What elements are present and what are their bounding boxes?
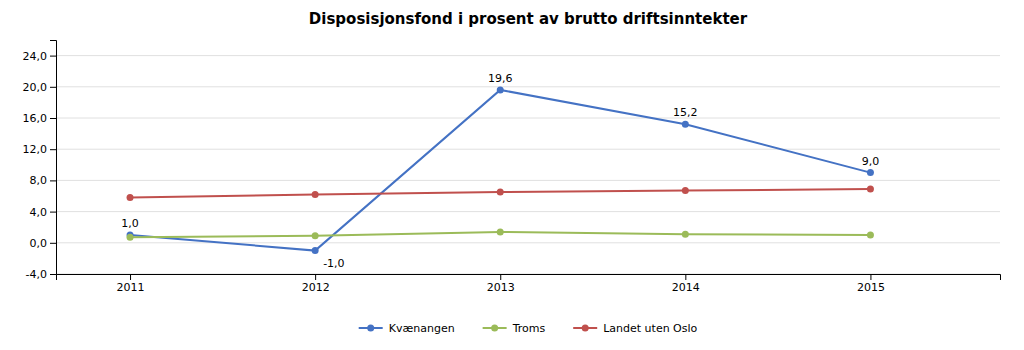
tick-label: 8,0 <box>30 174 48 187</box>
point <box>497 228 504 235</box>
legend-marker <box>491 325 498 332</box>
grid-line <box>56 242 1000 243</box>
tick: 4,0 <box>30 206 57 219</box>
tick: -4,0 <box>26 268 56 281</box>
tick-mark <box>50 212 56 213</box>
series-group <box>127 86 874 254</box>
tick: 2013 <box>487 274 515 294</box>
grid <box>56 56 1000 274</box>
plot-area: 2011 2012 2013 2014 2015 -4,0 0,0 4,0 8,0 12,0 16,… <box>23 41 1001 294</box>
grid-line <box>56 211 1000 212</box>
grid-line <box>56 118 1000 119</box>
tick-label: 2014 <box>672 281 700 294</box>
tick: 20,0 <box>23 81 57 94</box>
tick-label: 16,0 <box>23 112 48 125</box>
point <box>497 86 504 93</box>
tick: 2012 <box>302 274 330 294</box>
grid-line <box>56 86 1000 87</box>
tick-mark <box>50 149 56 150</box>
tick-label: 2015 <box>857 281 885 294</box>
point <box>867 169 874 176</box>
legend-marker <box>582 325 589 332</box>
point <box>127 194 134 201</box>
data-label: 19,6 <box>488 72 513 85</box>
tick: 8,0 <box>30 174 57 187</box>
tick: 2011 <box>117 274 145 294</box>
data-labels: 1,0 -1,0 19,6 15,2 9,0 <box>121 72 879 270</box>
tick-mark <box>50 243 56 244</box>
tick-mark <box>50 118 56 119</box>
axis-line <box>57 275 1001 281</box>
series-line <box>130 189 870 198</box>
title: Disposisjonsfond i prosent av brutto dri… <box>309 10 748 28</box>
tick-mark <box>50 56 56 57</box>
point <box>867 232 874 239</box>
tick-label: 2011 <box>117 281 145 294</box>
tick-label: -4,0 <box>26 268 47 281</box>
data-label: 15,2 <box>673 106 698 119</box>
point <box>682 187 689 194</box>
point <box>312 247 319 254</box>
tick: 0,0 <box>30 237 57 250</box>
tick: 24,0 <box>23 50 57 63</box>
point <box>867 185 874 192</box>
tick-label: 2012 <box>302 281 330 294</box>
tick-mark <box>50 274 56 275</box>
grid-line <box>56 55 1000 56</box>
point <box>127 234 134 241</box>
legend-item: Landet uten Oslo <box>573 322 697 335</box>
tick: 2014 <box>672 274 700 294</box>
tick-mark <box>315 274 316 280</box>
tick-mark <box>50 180 56 181</box>
legend: Kvænangen Troms Landet uten Oslo <box>359 322 698 335</box>
legend-marker <box>367 325 374 332</box>
tick-label: 12,0 <box>23 143 48 156</box>
series-line <box>130 90 870 251</box>
point <box>312 232 319 239</box>
point <box>682 121 689 128</box>
chart: 2011 2012 2013 2014 2015 -4,0 0,0 4,0 8,0 12,0 16,… <box>0 0 1024 350</box>
x-axis: 2011 2012 2013 2014 2015 <box>57 274 1001 294</box>
tick: 12,0 <box>23 143 57 156</box>
tick-mark <box>50 87 56 88</box>
grid-line <box>56 149 1000 150</box>
data-label: 9,0 <box>862 155 880 168</box>
legend-label: Landet uten Oslo <box>603 322 697 335</box>
tick-mark <box>870 274 871 280</box>
point <box>312 191 319 198</box>
data-label: 1,0 <box>121 217 139 230</box>
grid-line <box>56 180 1000 181</box>
tick-label: 4,0 <box>30 206 48 219</box>
axis-line <box>50 41 57 275</box>
tick-label: 0,0 <box>30 237 48 250</box>
tick: 2015 <box>857 274 885 294</box>
tick: 16,0 <box>23 112 57 125</box>
tick-label: 2013 <box>487 281 515 294</box>
point <box>682 231 689 238</box>
legend-label: Kvænangen <box>389 322 455 335</box>
tick-mark <box>500 274 501 280</box>
legend-item: Kvænangen <box>359 322 455 335</box>
data-label: -1,0 <box>323 257 344 270</box>
tick-label: 20,0 <box>23 81 48 94</box>
legend-item: Troms <box>483 322 546 335</box>
y-axis: -4,0 0,0 4,0 8,0 12,0 16,0 20,0 24,0 <box>23 41 57 282</box>
tick-mark <box>685 274 686 280</box>
tick-mark <box>130 274 131 280</box>
legend-label: Troms <box>512 322 546 335</box>
tick-label: 24,0 <box>23 50 48 63</box>
point <box>497 189 504 196</box>
